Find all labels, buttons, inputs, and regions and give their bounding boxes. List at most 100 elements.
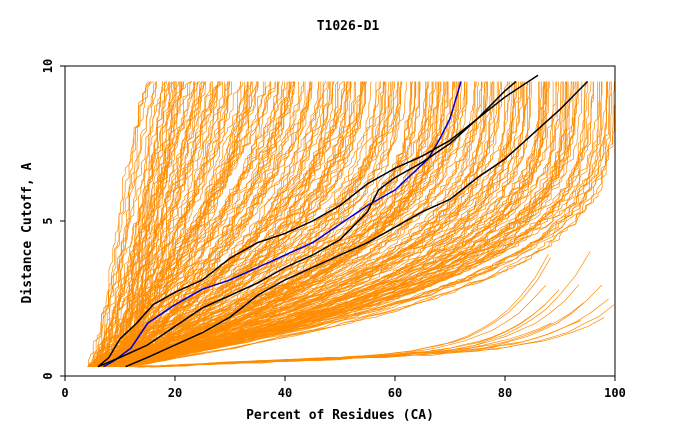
model-curve <box>156 289 560 368</box>
model-curve <box>109 81 184 367</box>
model-curve <box>139 284 580 368</box>
model-curve <box>130 81 592 368</box>
model-curve <box>113 81 589 368</box>
model-curve <box>117 81 434 368</box>
model-curve <box>98 81 421 368</box>
model-curve <box>124 81 361 367</box>
model-curve <box>93 81 523 368</box>
model-curve <box>104 81 579 368</box>
model-curve <box>93 81 199 367</box>
x-tick-label: 60 <box>388 386 402 400</box>
model-curve <box>91 81 230 367</box>
model-curve <box>109 81 546 368</box>
model-curve <box>101 81 566 368</box>
model-curve <box>124 81 221 367</box>
x-tick-label: 40 <box>278 386 292 400</box>
model-curve <box>93 81 608 368</box>
model-curve <box>95 81 575 368</box>
x-tick-label: 80 <box>498 386 512 400</box>
model-curve <box>113 81 364 368</box>
model-curve <box>97 81 310 367</box>
model-curve <box>124 81 612 368</box>
model-curve <box>117 81 558 368</box>
model-curve <box>104 81 266 367</box>
model-curve <box>118 81 548 368</box>
model-curve <box>125 81 384 367</box>
model-curve <box>96 81 529 368</box>
model-curve <box>130 81 175 367</box>
model-curve <box>94 81 563 368</box>
model-curve <box>100 81 292 367</box>
model-curve <box>94 81 150 367</box>
y-tick-label: 10 <box>41 59 55 73</box>
model-curve <box>97 81 249 367</box>
model-curve <box>119 81 319 367</box>
highlighted-curve <box>103 81 462 368</box>
model-curve <box>100 81 402 367</box>
model-curve <box>117 81 438 368</box>
model-curve <box>93 81 477 368</box>
model-curve <box>119 81 522 368</box>
model-curve <box>101 81 294 367</box>
model-curve <box>88 81 201 367</box>
model-curve <box>111 81 403 367</box>
y-tick-label: 0 <box>41 372 55 379</box>
model-curve <box>102 81 158 367</box>
model-curve <box>131 81 386 367</box>
x-tick-label: 0 <box>61 386 68 400</box>
model-curve <box>109 81 231 368</box>
model-curve <box>126 81 429 368</box>
model-curve <box>97 81 519 368</box>
model-curve <box>105 81 545 368</box>
highlighted-model-lines <box>97 74 589 368</box>
model-curve <box>96 81 363 368</box>
y-axis: 0 5 10 <box>41 59 65 380</box>
model-curve <box>119 81 399 367</box>
model-curve <box>121 81 607 368</box>
highlighted-curve <box>97 80 517 368</box>
model-curve <box>128 81 313 367</box>
model-curve <box>125 81 219 367</box>
model-curve <box>113 81 583 368</box>
model-curve <box>128 81 352 368</box>
model-curve <box>98 81 598 368</box>
model-curve <box>120 81 168 367</box>
model-curve <box>99 81 611 368</box>
model-curve <box>104 81 349 367</box>
background-model-lines <box>87 81 616 368</box>
model-curve <box>88 81 300 367</box>
model-curve <box>98 81 152 367</box>
model-curve <box>115 81 248 367</box>
model-curve <box>94 81 220 367</box>
model-curve <box>102 81 398 367</box>
y-tick-label: 5 <box>41 217 55 224</box>
model-curve <box>126 81 564 368</box>
model-curve <box>115 81 332 368</box>
model-curve <box>92 81 499 368</box>
model-curve <box>127 81 372 367</box>
highlighted-curve <box>97 74 539 368</box>
model-curve <box>97 81 416 367</box>
model-curve <box>99 81 572 368</box>
model-curve <box>104 81 322 367</box>
highlighted-curve <box>125 80 589 368</box>
x-tick-label: 100 <box>604 386 626 400</box>
x-tick-label: 20 <box>168 386 182 400</box>
model-curve <box>92 81 346 367</box>
model-curve <box>111 81 449 368</box>
x-axis-label: Percent of Residues (CA) <box>246 408 434 423</box>
model-curve <box>102 81 439 367</box>
model-curve <box>113 81 296 367</box>
model-curve <box>124 81 487 368</box>
model-curve <box>100 81 180 367</box>
model-curve <box>97 81 203 367</box>
model-curve <box>94 81 206 367</box>
y-axis-label: Distance Cutoff, A <box>20 162 35 303</box>
chart-title: T1026-D1 <box>317 19 380 34</box>
model-curve <box>96 81 391 367</box>
model-curve <box>97 81 200 367</box>
model-curve <box>113 81 615 368</box>
model-curve <box>124 81 612 368</box>
model-curve <box>130 81 304 367</box>
model-curve <box>87 81 578 368</box>
